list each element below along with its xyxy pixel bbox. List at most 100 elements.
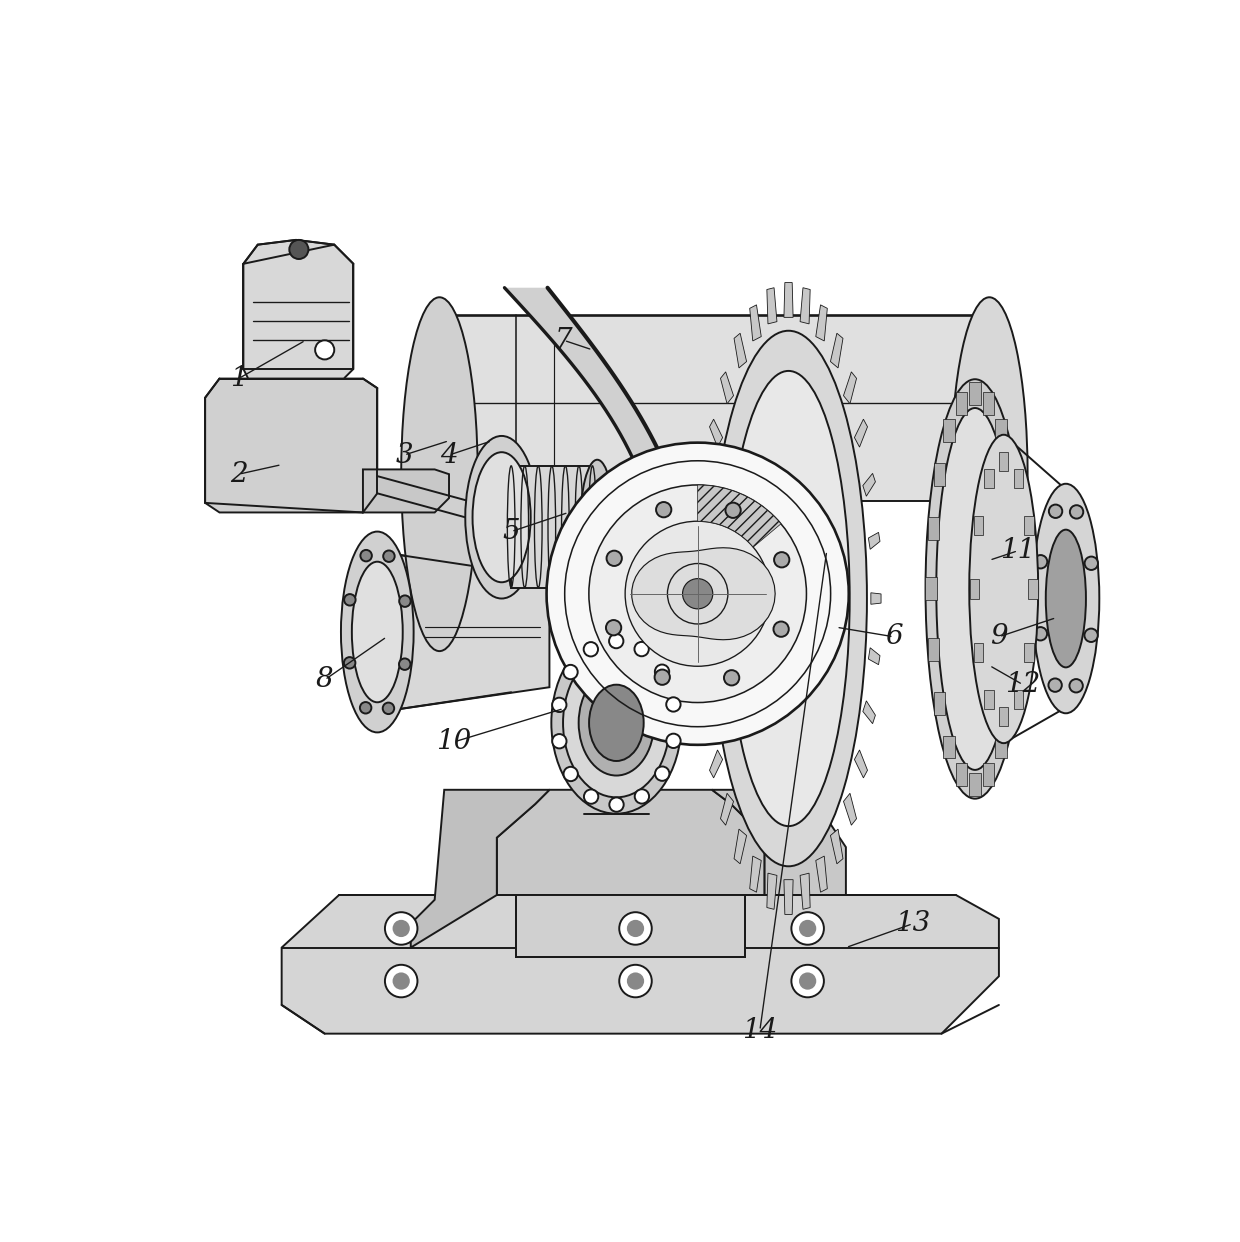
Circle shape (791, 912, 823, 945)
Circle shape (399, 595, 410, 607)
Ellipse shape (1033, 484, 1100, 713)
Polygon shape (766, 288, 777, 324)
Polygon shape (944, 420, 955, 442)
Polygon shape (934, 692, 945, 715)
Polygon shape (632, 548, 775, 640)
Circle shape (1049, 678, 1061, 692)
Polygon shape (843, 371, 857, 404)
Circle shape (791, 965, 823, 997)
Polygon shape (1004, 692, 1017, 715)
Circle shape (383, 703, 394, 714)
Circle shape (1070, 505, 1084, 519)
Polygon shape (784, 879, 794, 914)
Polygon shape (712, 790, 846, 895)
Polygon shape (750, 856, 761, 892)
Polygon shape (720, 794, 734, 825)
Text: 3: 3 (396, 442, 413, 468)
Ellipse shape (936, 409, 1014, 770)
Polygon shape (870, 592, 882, 605)
Circle shape (563, 664, 578, 679)
Polygon shape (983, 391, 994, 415)
Circle shape (609, 633, 624, 648)
Circle shape (1069, 679, 1083, 693)
Circle shape (619, 912, 652, 945)
Polygon shape (928, 517, 939, 540)
Ellipse shape (580, 460, 615, 594)
Polygon shape (831, 830, 843, 863)
Ellipse shape (402, 297, 477, 651)
Polygon shape (709, 419, 723, 447)
Polygon shape (1024, 515, 1034, 535)
Text: 14: 14 (743, 1017, 777, 1045)
Circle shape (619, 965, 652, 997)
Polygon shape (1013, 689, 1023, 709)
Polygon shape (1024, 643, 1034, 662)
Circle shape (655, 766, 670, 781)
Circle shape (606, 620, 621, 636)
Polygon shape (928, 638, 939, 661)
Polygon shape (973, 515, 983, 535)
Polygon shape (816, 856, 827, 892)
Circle shape (625, 522, 770, 666)
Polygon shape (697, 648, 708, 664)
Polygon shape (1013, 578, 1024, 600)
Circle shape (606, 550, 621, 566)
Polygon shape (863, 473, 875, 497)
Polygon shape (505, 288, 707, 719)
Polygon shape (854, 419, 868, 447)
Circle shape (609, 797, 624, 812)
Text: 12: 12 (1006, 671, 1040, 698)
Polygon shape (720, 371, 734, 404)
Polygon shape (696, 592, 706, 605)
Polygon shape (985, 689, 993, 709)
Circle shape (627, 974, 644, 989)
Polygon shape (983, 764, 994, 786)
Polygon shape (973, 643, 983, 662)
Polygon shape (516, 895, 745, 958)
Circle shape (1034, 555, 1048, 569)
Circle shape (725, 503, 740, 518)
Text: 1: 1 (229, 365, 248, 392)
Polygon shape (205, 379, 377, 513)
Polygon shape (843, 794, 857, 825)
Ellipse shape (925, 379, 1024, 799)
Text: 11: 11 (1001, 538, 1035, 564)
Polygon shape (243, 240, 353, 379)
Polygon shape (868, 648, 880, 664)
Circle shape (343, 657, 356, 668)
Ellipse shape (711, 330, 867, 867)
Circle shape (627, 920, 644, 936)
Text: 13: 13 (895, 910, 930, 938)
Polygon shape (956, 391, 967, 415)
Ellipse shape (552, 632, 682, 814)
Circle shape (584, 790, 598, 804)
Text: 5: 5 (502, 518, 520, 545)
Polygon shape (734, 333, 746, 368)
Polygon shape (1011, 638, 1023, 661)
Polygon shape (377, 551, 549, 713)
Circle shape (393, 974, 409, 989)
Circle shape (360, 702, 372, 713)
Polygon shape (1013, 469, 1023, 488)
Circle shape (384, 965, 418, 997)
Ellipse shape (579, 671, 653, 775)
Ellipse shape (563, 648, 670, 797)
Circle shape (635, 789, 649, 804)
Polygon shape (1011, 517, 1023, 540)
Circle shape (1085, 556, 1097, 570)
Circle shape (1049, 504, 1063, 518)
Polygon shape (999, 707, 1008, 727)
Polygon shape (868, 533, 880, 549)
Polygon shape (854, 750, 868, 777)
Circle shape (655, 669, 670, 684)
Circle shape (774, 621, 789, 637)
Ellipse shape (352, 561, 403, 702)
Circle shape (345, 594, 356, 606)
Polygon shape (1004, 463, 1017, 486)
Circle shape (552, 698, 567, 712)
Circle shape (547, 442, 848, 745)
Polygon shape (925, 578, 937, 600)
Circle shape (655, 664, 670, 679)
Polygon shape (363, 469, 449, 513)
Text: 7: 7 (556, 327, 573, 354)
